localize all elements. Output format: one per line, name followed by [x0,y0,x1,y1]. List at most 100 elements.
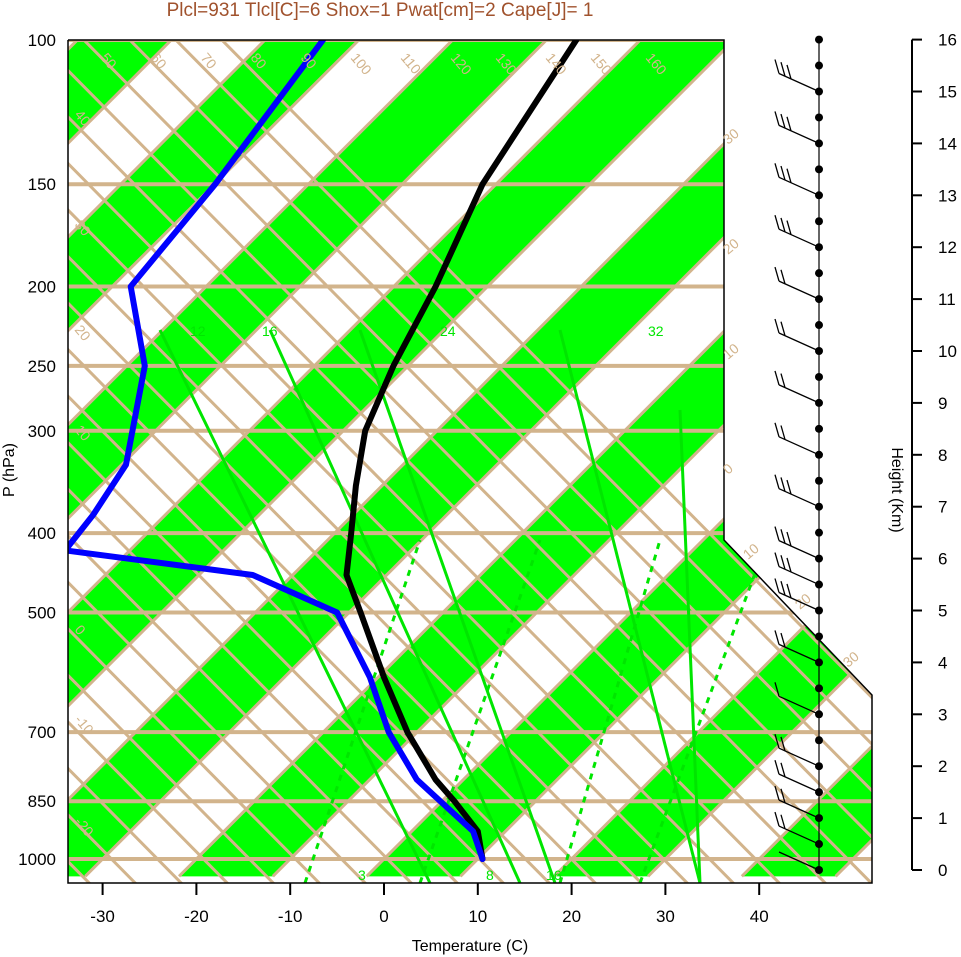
wind-level-dot [815,528,823,537]
wind-barb-flag [780,632,786,648]
dry-adiabat-line [72,40,872,883]
mixing-ratio-line [303,539,422,883]
dry-adiabat-line [68,40,522,883]
wind-barb-shaft [778,643,820,663]
dry-adiabat-line [68,40,660,883]
isotherm-line [68,40,773,878]
mixing-ratio-lines [158,329,762,883]
wind-barb [774,370,820,404]
temperature-band [68,40,397,877]
wind-level-dot [815,35,823,44]
wind-barb-flag [774,630,780,645]
pressure-tick-label: 300 [28,422,56,441]
wind-level-dot [815,217,823,226]
mixing-ratio-line [418,539,542,883]
moist-adiabat-label: 20 [792,590,814,612]
wind-barb [774,111,820,144]
temperature-tick-label: -10 [278,907,303,926]
wind-barb [774,759,820,793]
wind-barb-flag [780,477,786,492]
wind-barb-flag [786,557,792,573]
wind-barb-flag [780,373,786,388]
wind-barb-flag [774,759,780,775]
mixing-ratio-label: 32 [648,323,664,339]
wind-barb-flag [780,814,786,829]
wind-barb-flag [774,59,780,74]
temperature-tick-label: 0 [379,907,388,926]
wind-barb-flag [780,736,786,752]
wind-barb-flag [780,425,786,440]
wind-barb-shaft [778,228,820,248]
height-tick-label: 5 [938,602,947,621]
wind-barb [774,734,820,767]
wind-level-dot [815,372,823,381]
temperature-band [68,40,584,877]
dry-adiabat-line [68,40,872,883]
isotherm-line [0,3,21,877]
temperature-tick-label: 20 [562,907,581,926]
wind-barb-flag [774,474,780,489]
wind-barb-flag [780,529,786,544]
wind-barb [774,163,820,196]
wind-barb-shaft [778,825,820,845]
temperature-band [0,3,21,877]
temperature-profile-line [343,40,580,862]
wind-barb-flag [780,62,786,77]
temperature-band [68,40,772,877]
wind-barb-flag [774,526,780,541]
dry-adiabat-line [68,40,430,883]
isotherm-line [68,40,398,878]
height-tick-label: 1 [938,809,947,828]
wind-barb-shaft [778,384,820,404]
temperature-tick-label: -30 [90,907,115,926]
dry-adiabat-line [68,40,752,883]
wind-barb-flag [774,370,780,386]
dry-adiabat-label: 100 [348,50,375,78]
wind-barb-shaft [778,851,820,871]
wind-level-dot [815,476,823,485]
dry-adiabat-line [210,40,872,883]
wind-barb-flag [774,422,780,437]
wind-barb-flag [780,269,786,284]
wind-barb-flag [786,64,792,80]
moist-adiabat-line [358,329,557,883]
height-tick-label: 4 [938,653,947,672]
isotherm-line [646,40,872,878]
moist-adiabat-line [158,329,432,883]
isotherm-line [68,40,492,878]
height-tick-label: 6 [938,550,947,569]
height-tick-label: 16 [938,31,957,50]
wind-barb-flag [774,266,780,282]
dry-adiabat-line [68,40,338,883]
wind-barb-flag [774,163,780,178]
chart-title: Plcl=931 Tlcl[C]=6 Shox=1 Pwat[cm]=2 Cap… [167,0,594,21]
pressure-tick-label: 100 [28,31,56,50]
wind-barb-flag [780,217,786,233]
temperature-tick-label: 40 [750,907,769,926]
isotherm-line [68,40,585,878]
moist-adiabat-line [268,329,522,883]
wind-barb-flag [780,113,786,129]
wind-barb-flag [786,220,792,235]
isotherm-line [271,40,872,878]
height-tick-label: 0 [938,861,947,880]
wind-barb [774,266,820,300]
dry-adiabat-line [68,40,844,883]
dry-adiabat-line [118,40,872,883]
wind-barb-flag [774,734,780,749]
wind-barb-shaft [778,124,820,144]
plot-frame [67,39,873,884]
pressure-tick-label: 700 [28,723,56,742]
wind-barb-flag [786,168,792,183]
temperature-tick-label: -20 [184,907,209,926]
wind-level-dot [815,424,823,433]
wind-level-dot [815,684,823,693]
mixing-ratio-label: 16 [546,867,562,883]
pressure-tick-label: 200 [28,278,56,297]
wind-barb-column [774,35,823,874]
dry-adiabat-line [68,40,292,883]
height-tick-label: 9 [938,394,947,413]
wind-barb-shaft [778,72,820,93]
